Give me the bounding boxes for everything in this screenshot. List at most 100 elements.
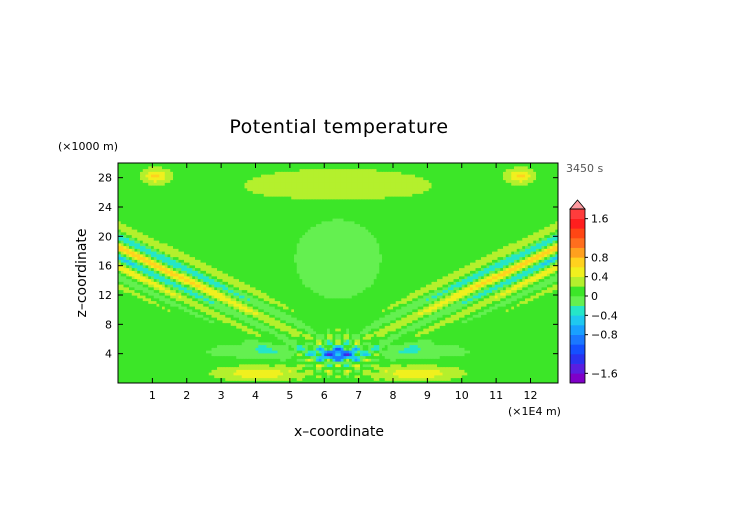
- heatmap-cell: [448, 363, 452, 368]
- heatmap-cell: [280, 314, 284, 318]
- heatmap-cell: [140, 339, 144, 343]
- heatmap-cell: [384, 325, 389, 329]
- heatmap-cell: [368, 369, 372, 373]
- heatmap-cell: [145, 347, 149, 351]
- heatmap-cell: [365, 300, 369, 304]
- heatmap-cell: [536, 372, 540, 376]
- heatmap-cell: [129, 319, 133, 324]
- heatmap-cell: [450, 355, 455, 359]
- heatmap-cell: [151, 361, 155, 365]
- heatmap-cell: [428, 306, 433, 310]
- heatmap-cell: [189, 347, 193, 351]
- heatmap-cell: [280, 306, 284, 310]
- heatmap-cell: [153, 303, 158, 307]
- heatmap-cell: [277, 330, 281, 335]
- heatmap-cell: [525, 350, 529, 354]
- heatmap-cell: [373, 306, 378, 310]
- heatmap-cell: [219, 300, 224, 304]
- heatmap-cell: [519, 339, 523, 343]
- heatmap-cell: [404, 311, 408, 315]
- heatmap-cell: [134, 350, 138, 354]
- heatmap-cell: [420, 361, 424, 365]
- heatmap-cell: [142, 339, 147, 343]
- heatmap-cell: [503, 297, 507, 302]
- heatmap-cell: [181, 325, 185, 329]
- heatmap-cell: [423, 355, 427, 359]
- heatmap-cell: [464, 300, 468, 304]
- heatmap-cell: [285, 339, 290, 343]
- heatmap-cell: [382, 363, 386, 368]
- heatmap-cell: [552, 311, 556, 315]
- heatmap-cell: [332, 319, 336, 324]
- heatmap-cell: [222, 319, 226, 324]
- heatmap-cell: [307, 347, 312, 351]
- heatmap-cell: [365, 352, 369, 357]
- heatmap-cell: [263, 374, 268, 379]
- heatmap-cell: [258, 306, 262, 310]
- heatmap-cell: [211, 322, 215, 326]
- heatmap-cell: [263, 306, 268, 310]
- heatmap-cell: [230, 314, 235, 318]
- heatmap-cell: [310, 325, 314, 329]
- heatmap-cell: [118, 363, 122, 368]
- heatmap-cell: [494, 355, 499, 359]
- heatmap-cell: [500, 380, 504, 383]
- heatmap-cell: [338, 358, 342, 362]
- heatmap-cell: [181, 350, 185, 354]
- heatmap-cell: [511, 355, 515, 359]
- heatmap-cell: [401, 311, 405, 315]
- heatmap-cell: [371, 352, 375, 357]
- heatmap-cell: [470, 350, 474, 354]
- heatmap-cell: [461, 322, 466, 326]
- heatmap-cell: [442, 336, 446, 340]
- heatmap-cell: [200, 328, 204, 332]
- heatmap-cell: [291, 361, 295, 365]
- heatmap-cell: [404, 374, 408, 379]
- heatmap-cell: [167, 308, 171, 313]
- heatmap-cell: [398, 358, 402, 362]
- heatmap-cell: [244, 344, 248, 348]
- heatmap-cell: [516, 339, 521, 343]
- heatmap-cell: [555, 369, 558, 373]
- heatmap-cell: [390, 358, 394, 362]
- heatmap-cell: [475, 355, 479, 359]
- heatmap-cell: [395, 306, 400, 310]
- heatmap-cell: [236, 374, 240, 379]
- heatmap-cell: [280, 333, 284, 337]
- heatmap-cell: [456, 380, 460, 383]
- heatmap-cell: [533, 358, 537, 362]
- heatmap-cell: [189, 317, 193, 321]
- heatmap-cell: [305, 297, 309, 302]
- heatmap-cell: [299, 380, 303, 383]
- heatmap-cell: [349, 336, 353, 340]
- heatmap-cell: [145, 308, 149, 313]
- heatmap-cell: [426, 330, 430, 335]
- heatmap-cell: [269, 330, 273, 335]
- heatmap-cell: [283, 380, 287, 383]
- heatmap-cell: [137, 372, 141, 376]
- heatmap-cell: [145, 297, 149, 302]
- heatmap-cell: [261, 339, 265, 343]
- heatmap-cell: [140, 341, 144, 346]
- heatmap-cell: [288, 352, 292, 357]
- heatmap-cell: [472, 314, 477, 318]
- heatmap-cell: [398, 314, 402, 318]
- heatmap-cell: [343, 297, 347, 302]
- heatmap-cell: [313, 339, 317, 343]
- heatmap-cell: [151, 339, 155, 343]
- heatmap-cell: [329, 306, 334, 310]
- heatmap-cell: [393, 314, 397, 318]
- heatmap-cell: [450, 358, 455, 362]
- heatmap-cell: [439, 297, 444, 302]
- heatmap-cell: [547, 303, 551, 307]
- heatmap-cell: [420, 317, 424, 321]
- heatmap-cell: [555, 380, 558, 383]
- heatmap-cell: [208, 336, 213, 340]
- heatmap-cell: [332, 355, 336, 359]
- heatmap-cell: [173, 300, 177, 304]
- heatmap-cell: [357, 358, 361, 362]
- heatmap-cell: [120, 377, 125, 381]
- heatmap-cell: [233, 380, 237, 383]
- heatmap-cell: [494, 363, 499, 368]
- heatmap-cell: [346, 325, 350, 329]
